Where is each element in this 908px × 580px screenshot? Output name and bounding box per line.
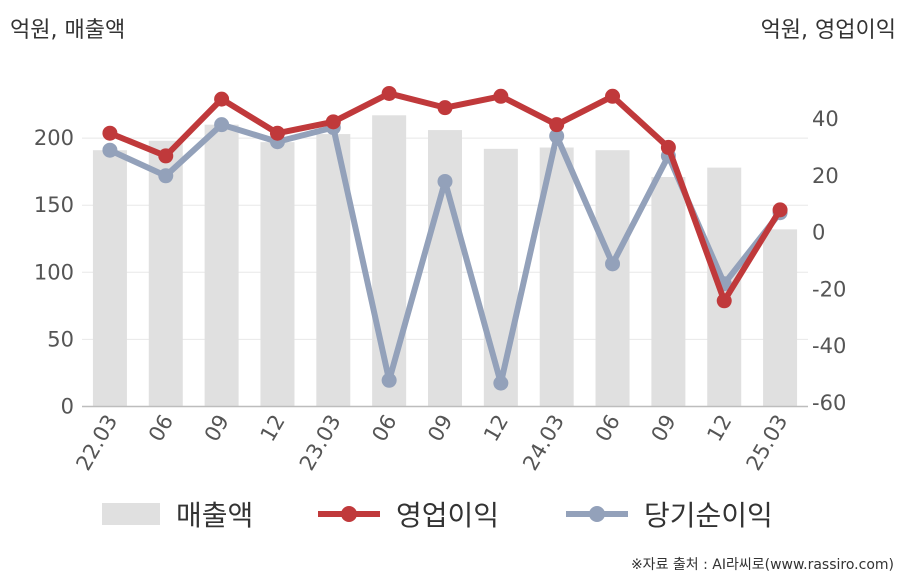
bar-revenue	[483, 148, 518, 407]
right-axis-tick-label: 0	[812, 221, 825, 245]
point-net-income	[158, 168, 174, 184]
bar-revenue	[763, 229, 798, 407]
right-axis-tick-label: 20	[812, 164, 839, 188]
x-axis-tick-label: 24.03	[518, 411, 569, 475]
legend-label-net-income: 당기순이익	[644, 499, 773, 532]
x-axis-tick-label: 23.03	[295, 411, 346, 475]
point-operating-profit	[605, 88, 621, 104]
legend-label-operating-profit: 영업이익	[396, 499, 500, 532]
legend-item-operating-profit: 영업이익	[318, 492, 499, 536]
point-net-income	[381, 372, 397, 388]
point-operating-profit	[214, 91, 230, 107]
x-axis-tick-label: 06	[591, 411, 625, 446]
point-net-income	[214, 117, 230, 133]
x-axis-tick-label: 09	[423, 411, 457, 446]
point-net-income	[102, 142, 118, 158]
point-operating-profit	[660, 139, 676, 155]
point-net-income	[605, 256, 621, 272]
point-net-income	[549, 128, 565, 144]
left-axis-tick-label: 50	[47, 327, 74, 351]
right-axis-tick-label: -40	[812, 334, 846, 358]
x-axis-tick-label: 12	[479, 411, 513, 446]
point-operating-profit	[102, 125, 118, 141]
right-axis-tick-label: -20	[812, 277, 846, 301]
right-axis-tick-label: -60	[812, 391, 846, 415]
bar-revenue	[651, 177, 686, 407]
x-axis-tick-label: 12	[256, 411, 290, 446]
x-axis-tick-label: 09	[647, 411, 681, 446]
bar-revenue	[148, 140, 183, 407]
point-operating-profit	[269, 125, 285, 141]
left-axis-tick-label: 100	[34, 260, 74, 284]
legend-item-revenue: 매출액	[102, 492, 253, 536]
x-axis-tick-label: 06	[144, 411, 178, 446]
right-axis-tick-label: 40	[812, 107, 839, 131]
source-credit: ※자료 출처 : AI라씨로(www.rassiro.com)	[630, 557, 894, 573]
x-axis-tick-label: 09	[200, 411, 234, 446]
point-operating-profit	[437, 100, 453, 116]
left-axis-tick-label: 200	[34, 126, 74, 150]
point-operating-profit	[549, 117, 565, 133]
bar-revenue	[260, 142, 295, 407]
point-operating-profit	[772, 202, 788, 218]
left-axis-tick-label: 0	[61, 395, 74, 419]
x-axis-tick-label: 12	[702, 411, 736, 446]
x-axis-tick-label: 06	[367, 411, 401, 446]
point-operating-profit	[381, 85, 397, 101]
point-operating-profit	[158, 148, 174, 164]
point-operating-profit	[493, 88, 509, 104]
legend-item-net-income: 당기순이익	[566, 492, 773, 536]
x-axis-tick-label: 22.03	[71, 411, 122, 475]
bar-revenue	[428, 130, 462, 407]
legend-swatch-net-income	[566, 503, 628, 525]
legend-swatch-operating-profit	[318, 503, 380, 525]
legend-swatch-revenue	[102, 503, 160, 525]
bar-revenue	[92, 150, 127, 407]
legend: 매출액 영업이익 당기순이익	[0, 492, 908, 536]
bar-revenue	[204, 124, 239, 407]
bar-revenue	[372, 115, 407, 407]
right-axis-unit-label: 억원, 영업이익	[760, 18, 896, 43]
point-operating-profit	[716, 293, 732, 309]
point-net-income	[437, 173, 453, 189]
point-operating-profit	[325, 114, 341, 130]
left-axis-unit-label: 억원, 매출액	[10, 18, 126, 43]
left-axis-tick-label: 150	[34, 193, 74, 217]
point-net-income	[493, 375, 509, 391]
legend-label-revenue: 매출액	[176, 499, 254, 532]
x-axis-tick-label: 25.03	[742, 411, 793, 475]
bar-revenue	[595, 150, 630, 407]
